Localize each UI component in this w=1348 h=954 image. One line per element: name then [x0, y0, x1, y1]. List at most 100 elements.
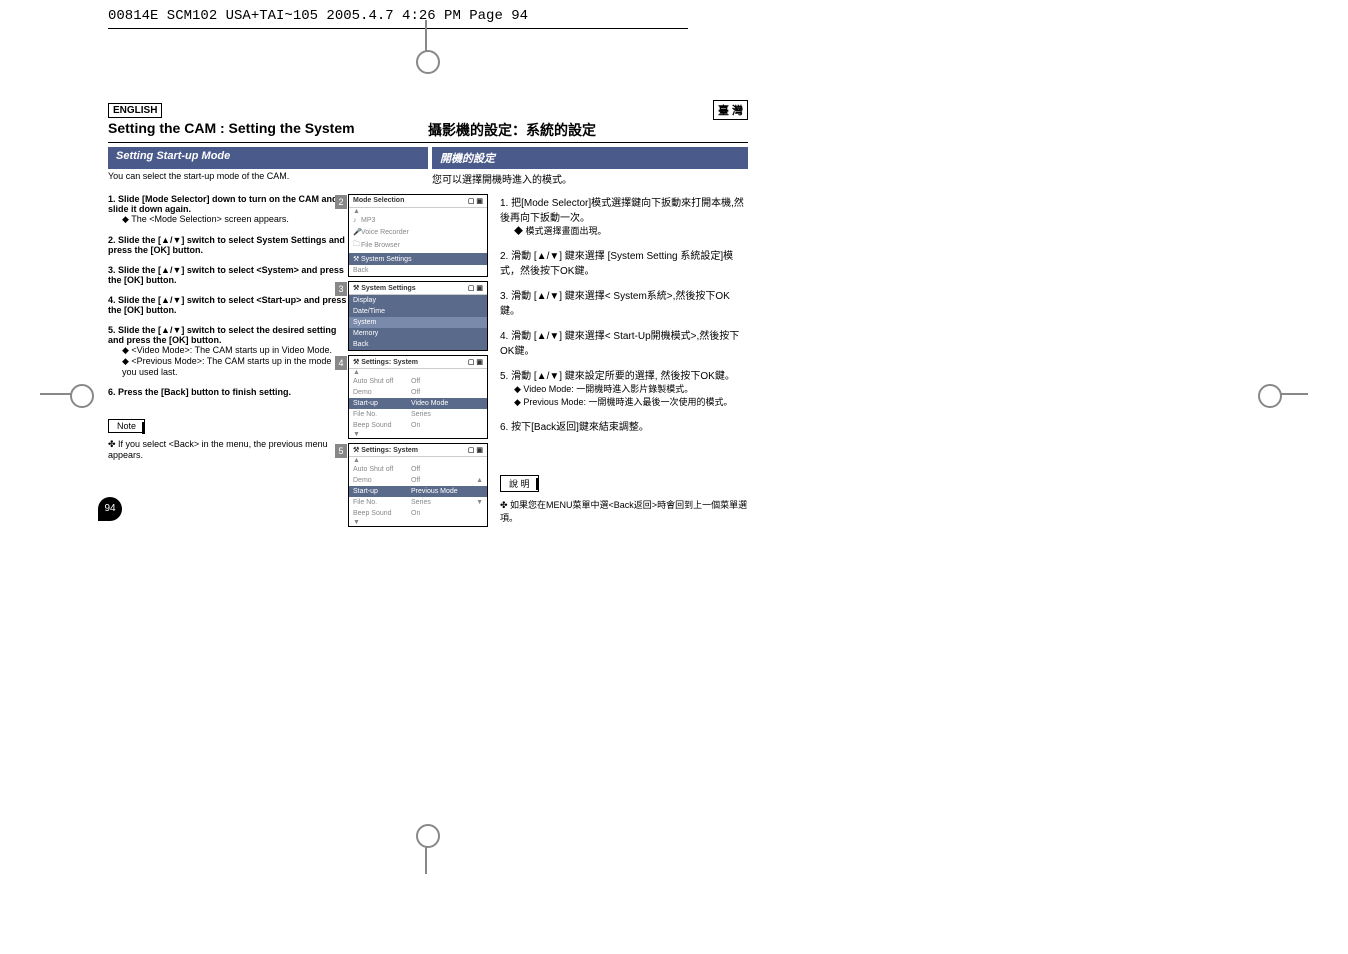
step-4-cn: 4. 滑動 [▲/▼] 鍵來選擇< Start-Up開機模式>,然後按下OK鍵。: [500, 327, 748, 357]
left-column: 1. Slide [Mode Selector] down to turn on…: [108, 194, 348, 531]
arrow-up-icon: ▲: [349, 369, 487, 376]
columns: 1. Slide [Mode Selector] down to turn on…: [108, 194, 748, 531]
lang-english-label: ENGLISH: [108, 103, 162, 118]
content: ENGLISH 臺 灣 Setting the CAM : Setting th…: [108, 100, 748, 531]
title-english: Setting the CAM : Setting the System: [108, 120, 428, 140]
arrow-up-icon: ▲: [476, 477, 483, 484]
setting-value: Video Mode: [411, 400, 483, 407]
step-text: 滑動 [▲/▼] 鍵來選擇< System系統>,然後按下OK鍵。: [500, 291, 730, 317]
title-chinese: 攝影機的設定：系統的設定: [428, 120, 748, 140]
setting-row: Auto Shut offOff: [349, 464, 487, 475]
screenshot-title: System Settings: [361, 285, 415, 292]
step-5-en: 5. Slide the [▲/▼] switch to select the …: [108, 325, 348, 377]
section-header-cn: 開機的設定: [432, 147, 748, 169]
screenshot-number: 4: [335, 356, 347, 370]
step-num: 1.: [500, 198, 508, 209]
step-num: 4.: [500, 331, 508, 342]
setting-value: Previous Mode: [411, 488, 483, 495]
menu-label: Voice Recorder: [361, 229, 409, 236]
step-text: 滑動 [▲/▼] 鍵來選擇 [System Setting 系統設定]模式，然後…: [500, 251, 733, 277]
note-label-cn: 說 明: [500, 475, 539, 492]
screenshot-number: 5: [335, 444, 347, 458]
setting-label: Beep Sound: [353, 510, 411, 517]
step-num: 6.: [108, 387, 116, 397]
menu-item: Memory: [349, 328, 487, 339]
crop-mark-left: [40, 374, 80, 414]
subtitle-cn: 您可以選擇開機時進入的模式。: [432, 171, 748, 186]
step-text: Slide the [▲/▼] switch to select the des…: [108, 325, 336, 345]
title-row: Setting the CAM : Setting the System 攝影機…: [108, 120, 748, 143]
tools-icon: ⚒: [353, 285, 361, 292]
step-num: 5.: [500, 371, 508, 382]
menu-label: System: [353, 319, 376, 326]
crop-mark-right: [1268, 374, 1308, 414]
step-bullet: Previous Mode: 一開機時進入最後一次使用的模式。: [514, 395, 748, 408]
setting-row: DemoOff: [349, 387, 487, 398]
arrow-up-icon: ▲: [349, 457, 487, 464]
step-text: Slide the [▲/▼] switch to select <Start-…: [108, 295, 346, 315]
arrow-down-icon: ▼: [349, 519, 487, 526]
step-text: 滑動 [▲/▼] 鍵來選擇< Start-Up開機模式>,然後按下OK鍵。: [500, 331, 739, 357]
step-num: 3.: [108, 265, 116, 275]
menu-label: MP3: [361, 217, 375, 224]
menu-item: Date/Time: [349, 306, 487, 317]
menu-item: Back: [349, 339, 487, 350]
step-num: 2.: [500, 251, 508, 262]
middle-column: 2 Mode Selection▢ ▣ ▲ ♪MP3 🎤Voice Record…: [348, 194, 492, 531]
setting-row: File No.Series▼: [349, 497, 487, 508]
step-bullet: 模式選擇畫面出現。: [514, 224, 748, 237]
menu-item: Back: [349, 265, 487, 276]
setting-label: Auto Shut off: [353, 466, 411, 473]
screenshot-2: 2 Mode Selection▢ ▣ ▲ ♪MP3 🎤Voice Record…: [348, 194, 488, 277]
section-header-row: Setting Start-up Mode 開機的設定: [108, 147, 748, 169]
screenshot-4: 4 ⚒ Settings: System▢ ▣ ▲ Auto Shut offO…: [348, 355, 488, 439]
step-text: Slide [Mode Selector] down to turn on th…: [108, 194, 338, 214]
step-text: 滑動 [▲/▼] 鍵來設定所要的選擇, 然後按下OK鍵。: [511, 371, 735, 382]
step-bullet: Video Mode: 一開機時進入影片錄製模式。: [514, 382, 748, 395]
setting-value: Series: [411, 411, 483, 418]
setting-label: Beep Sound: [353, 422, 411, 429]
music-icon: ♪: [353, 217, 361, 224]
step-bullet: The <Mode Selection> screen appears.: [122, 214, 348, 225]
setting-row: Beep SoundOn: [349, 508, 487, 519]
setting-value: Off: [411, 477, 483, 484]
screenshot-3: 3 ⚒ System Settings▢ ▣ Display Date/Time…: [348, 281, 488, 351]
arrow-up-icon: ▲: [349, 208, 487, 215]
setting-label: File No.: [353, 499, 411, 506]
page-number: 94: [98, 497, 122, 521]
battery-icon: ▢ ▣: [468, 197, 483, 205]
arrow-down-icon: ▼: [349, 431, 487, 438]
lang-taiwan-label: 臺 灣: [713, 100, 748, 120]
step-bullet: <Previous Mode>: The CAM starts up in th…: [122, 356, 348, 377]
setting-label: Auto Shut off: [353, 378, 411, 385]
note-label-en: Note: [108, 419, 145, 433]
setting-row: DemoOff▲: [349, 475, 487, 486]
setting-label: Start-up: [353, 400, 411, 407]
note-text-en: If you select <Back> in the menu, the pr…: [108, 439, 348, 460]
folder-icon: 🗀: [353, 240, 361, 251]
screenshot-header: Mode Selection ▢ ▣: [349, 195, 487, 208]
menu-label: Memory: [353, 330, 378, 337]
menu-label: File Browser: [361, 242, 400, 249]
crop-mark-top: [406, 20, 446, 60]
setting-value: Off: [411, 466, 483, 473]
step-num: 4.: [108, 295, 116, 305]
subtitle-row: You can select the start-up mode of the …: [108, 171, 748, 186]
setting-row: File No.Series: [349, 409, 487, 420]
crop-mark-bottom: [406, 834, 446, 874]
menu-item-selected: System: [349, 317, 487, 328]
screenshot-header: ⚒ Settings: System▢ ▣: [349, 356, 487, 369]
step-num: 1.: [108, 194, 116, 204]
menu-item-selected: ⚒System Settings: [349, 253, 487, 265]
setting-row: Beep SoundOn: [349, 420, 487, 431]
battery-icon: ▢ ▣: [468, 358, 483, 366]
battery-icon: ▢ ▣: [468, 446, 483, 454]
menu-label: Back: [353, 341, 369, 348]
screenshot-5: 5 ⚒ Settings: System▢ ▣ ▲ Auto Shut offO…: [348, 443, 488, 527]
screenshot-number: 2: [335, 195, 347, 209]
setting-value: Series: [411, 499, 483, 506]
step-1-cn: 1. 把[Mode Selector]模式選擇鍵向下扳動來打開本機,然後再向下扳…: [500, 194, 748, 237]
setting-row-selected: Start-upPrevious Mode: [349, 486, 487, 497]
menu-label: Display: [353, 297, 376, 304]
screenshot-title: Mode Selection: [353, 197, 404, 205]
